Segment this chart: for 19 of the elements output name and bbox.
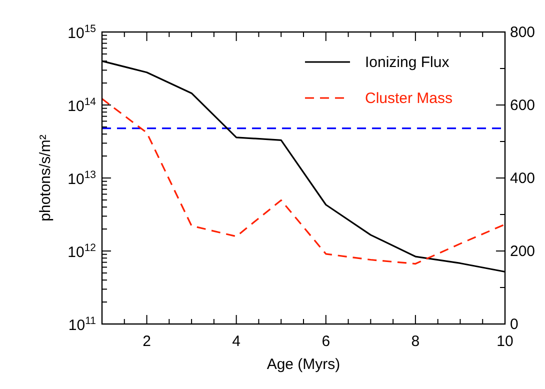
y2-tick-label: 0 — [510, 316, 518, 333]
y2-tick-label: 600 — [510, 97, 536, 114]
y-axis-title: photons/s/m² — [37, 134, 54, 222]
y2-tick-label: 200 — [510, 243, 536, 260]
x-tick-label: 2 — [142, 333, 151, 350]
y-tick-label: 10$^{14}$ — [68, 96, 96, 115]
y2-tick-label: 400 — [510, 170, 536, 187]
x-axis-title: Age (Myrs) — [266, 356, 340, 373]
y-tick-label: 10$^{13}$ — [68, 169, 96, 188]
legend-label: Ionizing Flux — [365, 54, 450, 71]
y-tick-label: 10$^{11}$ — [68, 315, 96, 334]
x-tick-label: 8 — [411, 333, 420, 350]
x-tick-label: 10 — [496, 333, 514, 350]
x-tick-label: 6 — [322, 333, 330, 350]
x-tick-label: 4 — [232, 333, 241, 350]
legend-label: Cluster Mass — [365, 90, 453, 107]
y2-tick-label: 800 — [510, 24, 536, 41]
y-tick-label: 10$^{12}$ — [68, 242, 96, 261]
y-tick-label: 10$^{15}$ — [68, 23, 96, 42]
